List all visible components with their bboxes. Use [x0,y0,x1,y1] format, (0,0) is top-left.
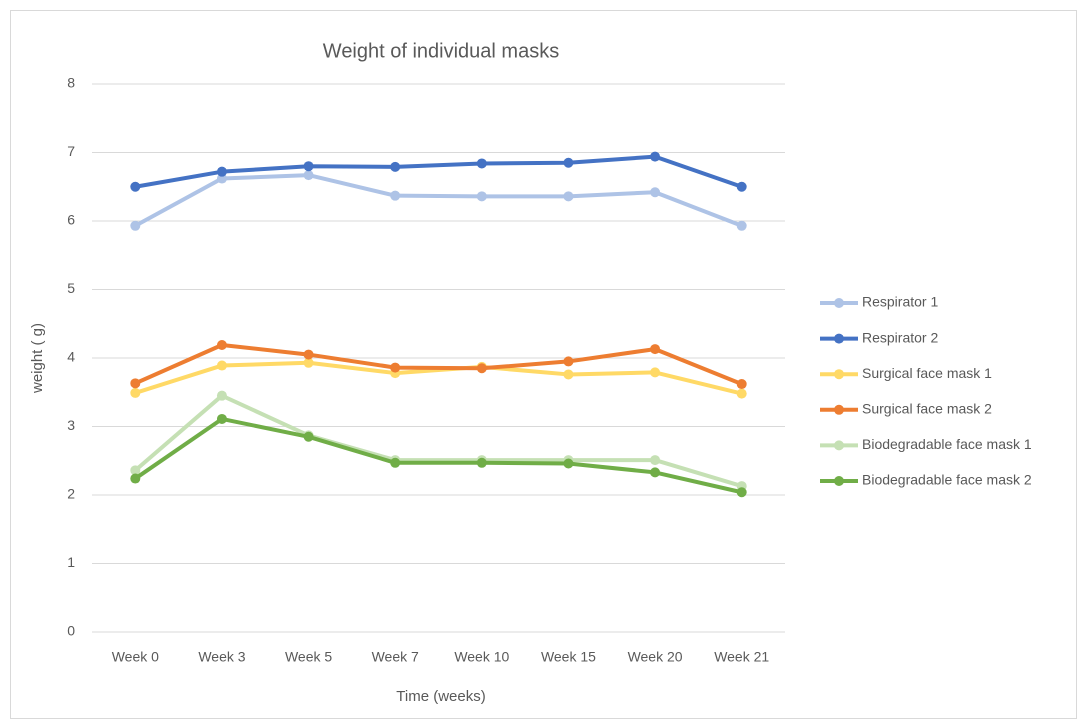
x-tick-label: Week 5 [285,649,332,665]
series-line [134,342,743,386]
data-point [303,431,314,442]
data-point [216,390,227,401]
data-point [736,379,747,390]
series-line [134,360,743,396]
data-point [390,362,401,373]
data-point [130,181,141,192]
data-point [650,187,661,198]
data-point [650,467,661,478]
data-point [736,181,747,192]
data-point [216,339,227,350]
legend-label: Surgical face mask 1 [862,365,992,381]
data-point [303,349,314,360]
data-point [390,457,401,468]
data-point [130,473,141,484]
y-tick-label: 8 [67,75,75,91]
x-tick-label: Week 3 [198,649,245,665]
legend-label: Biodegradable face mask 2 [862,472,1032,488]
legend-label: Respirator 1 [862,294,938,310]
data-point [303,357,314,368]
data-point [650,344,661,355]
y-tick-label: 4 [67,349,75,365]
x-tick-label: Week 20 [628,649,683,665]
data-point [563,356,574,367]
series-line [134,173,743,228]
data-point [130,220,141,231]
data-point [736,388,747,399]
legend-marker [834,476,844,486]
data-point [216,360,227,371]
data-point [736,487,747,498]
data-point [130,465,141,476]
legend-marker [834,404,844,415]
data-point [563,157,574,168]
data-point [216,166,227,177]
series-line [134,154,743,189]
legend-marker [834,369,844,380]
legend-marker [834,440,844,451]
y-tick-label: 1 [67,554,75,570]
data-point [303,161,314,172]
y-tick-label: 2 [67,486,75,502]
y-tick-label: 5 [67,280,75,296]
data-point [563,369,574,380]
y-tick-label: 3 [67,417,75,433]
series-line [134,393,743,489]
x-tick-label: Week 15 [541,649,596,665]
legend-label: Biodegradable face mask 1 [862,436,1032,452]
x-tick-label: Week 10 [454,649,509,665]
y-tick-label: 7 [67,143,75,159]
data-point [303,170,314,181]
data-point [216,173,227,184]
legend-label: Respirator 2 [862,329,938,345]
data-point [476,158,487,169]
data-point [476,191,487,202]
chart-title: Weight of individual masks [323,40,559,62]
x-axis-title: Time (weeks) [396,688,485,705]
data-point [390,161,401,172]
data-point [476,457,487,468]
y-tick-label: 6 [67,212,75,228]
y-tick-label: 0 [67,623,75,639]
x-tick-label: Week 7 [372,649,419,665]
legend-label: Surgical face mask 2 [862,401,992,417]
data-point [563,458,574,469]
data-point [650,367,661,378]
data-point [476,363,487,374]
data-point [650,151,661,162]
legend-marker [834,298,844,308]
data-point [216,413,227,424]
legend-marker [834,333,844,344]
y-axis-title: weight ( g) [29,323,46,394]
data-point [130,378,141,389]
series-line [134,416,743,495]
data-point [390,190,401,201]
data-point [130,387,141,398]
data-point [563,191,574,202]
data-point [650,455,661,466]
x-tick-label: Week 0 [112,649,159,665]
data-point [736,220,747,231]
x-tick-label: Week 21 [714,649,769,665]
